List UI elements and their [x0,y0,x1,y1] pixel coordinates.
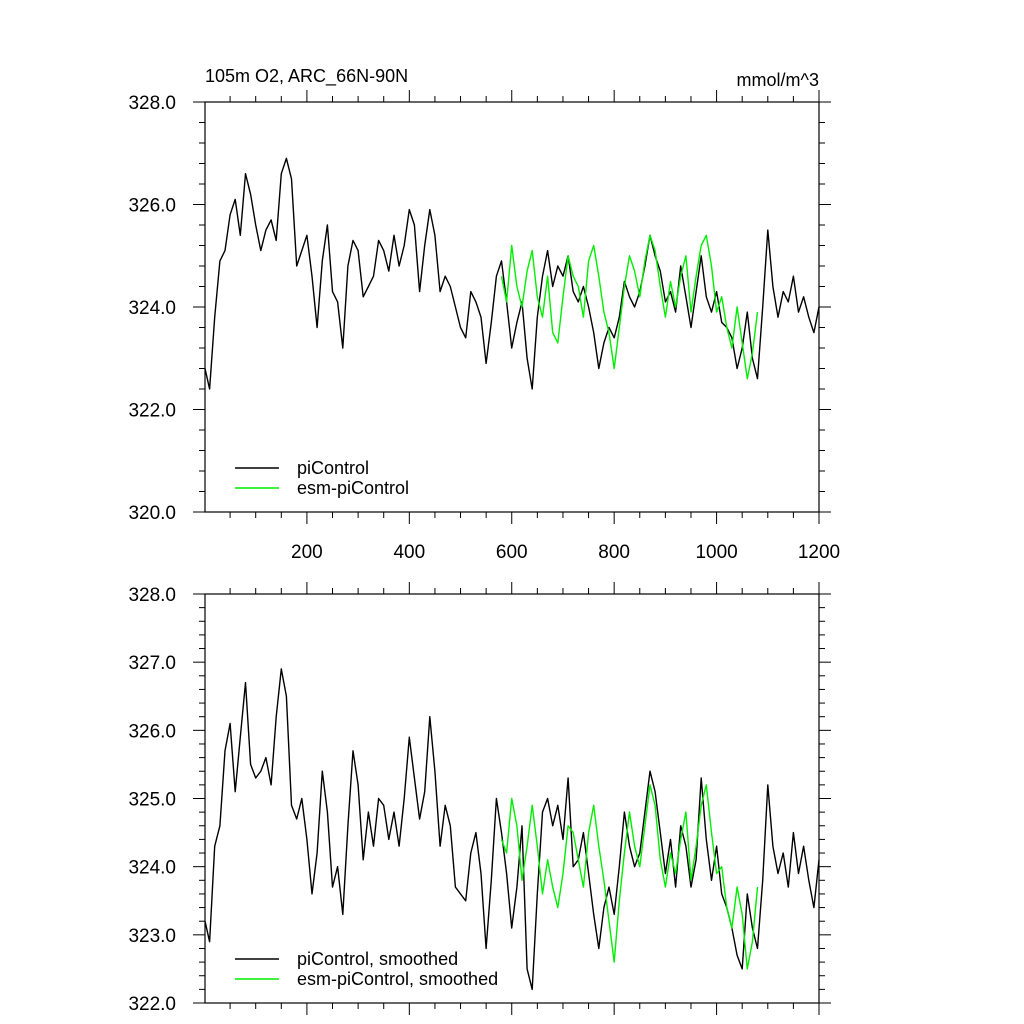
chart-units: mmol/m^3 [737,70,819,90]
x-tick-label: 1000 [695,542,737,563]
x-tick-label: 400 [393,542,425,563]
plot-frame [204,101,820,513]
y-tick-label: 320.0 [128,503,176,524]
x-tick-label: 200 [291,542,323,563]
legend-label: esm-piControl, smoothed [297,969,498,989]
y-tick-label: 324.0 [128,298,176,319]
legend-label: esm-piControl [297,478,409,498]
x-tick-label: 800 [598,542,630,563]
y-tick-label: 326.0 [128,721,176,742]
x-tick-label: 600 [496,542,528,563]
y-tick-label: 325.0 [128,790,176,811]
y-tick-label: 324.0 [128,858,176,879]
series-line-picontrol [204,157,820,390]
x-tick-label: 1200 [798,542,840,563]
y-tick-label: 322.0 [128,401,176,422]
bottom-chart: 322.0 323.0 324.0 325.0 326.0 327.0 328.0 piCon… [128,582,831,1015]
series-line-esm-picontrol [500,234,759,380]
y-tick-label: 326.0 [128,196,176,217]
y-tick-label: 328.0 [128,93,176,114]
legend-label: piControl [297,458,369,478]
legend-label: piControl, smoothed [297,949,458,969]
y-tick-label: 328.0 [128,585,176,606]
y-tick-label: 327.0 [128,653,176,674]
series-line-picontrol-smoothed [204,668,820,991]
y-tick-label: 323.0 [128,926,176,947]
chart-title: 105m O2, ARC_66N-90N [205,66,408,87]
top-chart: 320.0 322.0 324.0 326.0 328.0 200 400 600 800 100… [128,66,840,563]
series-line-esm-picontrol-smoothed [500,784,759,970]
y-tick-label: 322.0 [128,994,176,1015]
